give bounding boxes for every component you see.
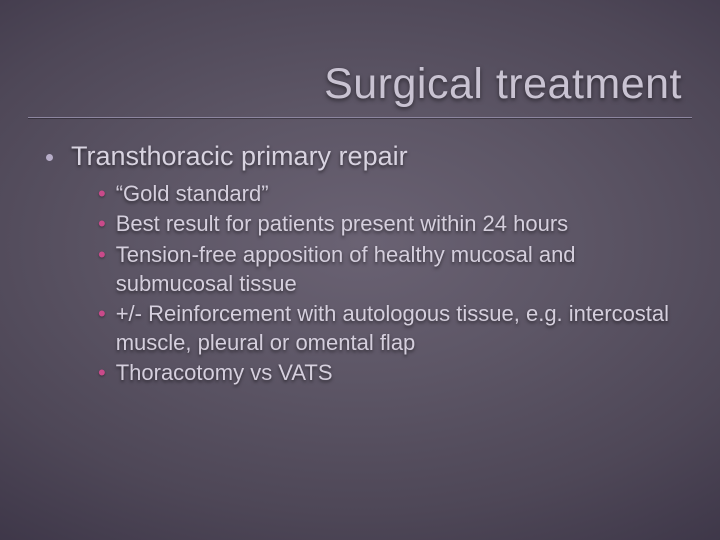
slide: Surgical treatment Transthoracic primary… [0, 0, 720, 540]
bullet-icon: • [98, 180, 106, 209]
list-item-text: Thoracotomy vs VATS [116, 359, 333, 388]
title-underline [28, 117, 692, 118]
list-item-text: +/- Reinforcement with autologous tissue… [116, 300, 670, 357]
dot-bullet-icon [46, 154, 53, 161]
bullet-icon: • [98, 300, 106, 329]
body-heading: Transthoracic primary repair [71, 140, 408, 174]
list-item-text: Tension-free apposition of healthy mucos… [116, 241, 670, 298]
body-container: Transthoracic primary repair • “Gold sta… [46, 140, 680, 390]
title-container: Surgical treatment [38, 60, 682, 115]
list-item: • +/- Reinforcement with autologous tiss… [98, 300, 670, 357]
slide-title: Surgical treatment [38, 60, 682, 115]
list-item: • Best result for patients present withi… [98, 210, 670, 239]
list-item: • “Gold standard” [98, 180, 670, 209]
list-item: • Tension-free apposition of healthy muc… [98, 241, 670, 298]
sub-bullet-list: • “Gold standard” • Best result for pati… [98, 180, 670, 388]
list-item: • Thoracotomy vs VATS [98, 359, 670, 388]
bullet-icon: • [98, 359, 106, 388]
bullet-icon: • [98, 241, 106, 270]
bullet-icon: • [98, 210, 106, 239]
list-item-text: Best result for patients present within … [116, 210, 568, 239]
list-item-text: “Gold standard” [116, 180, 269, 209]
body-heading-row: Transthoracic primary repair [46, 140, 680, 174]
